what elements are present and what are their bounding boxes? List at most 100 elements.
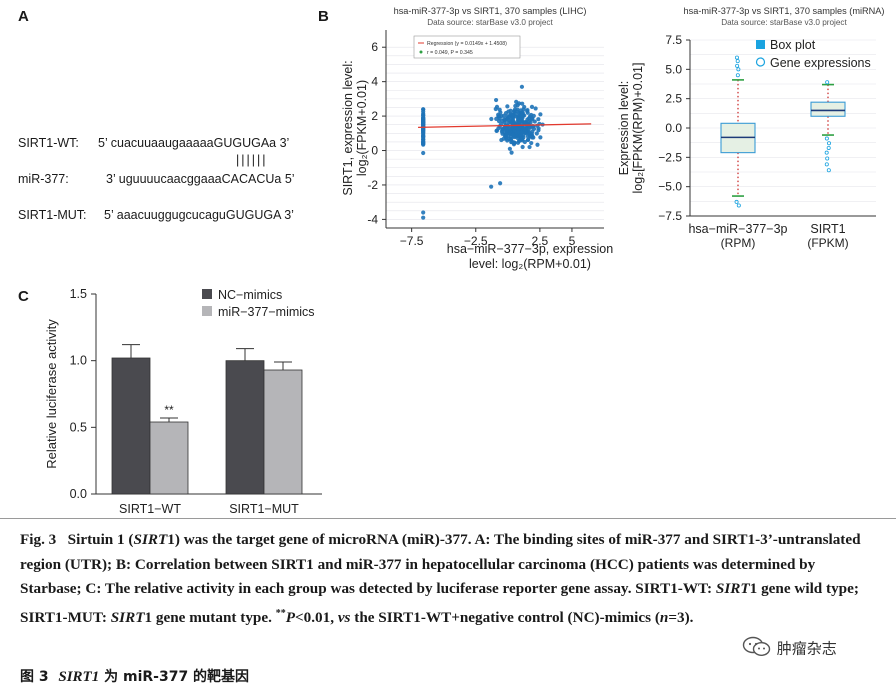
scatter-point bbox=[515, 135, 520, 141]
caption-text-5: <0.01, bbox=[294, 608, 338, 626]
scatter-subtitle: Data source: starBase v3.0 project bbox=[427, 18, 553, 27]
bar bbox=[149, 421, 189, 495]
bar-category-label: SIRT1−MUT bbox=[229, 502, 299, 516]
scatter-point bbox=[538, 135, 543, 140]
scatter-point bbox=[536, 117, 541, 122]
scatter-x-tick-label: 5 bbox=[569, 234, 576, 248]
box-category-label: SIRT1 bbox=[810, 222, 845, 236]
scatter-point bbox=[526, 137, 531, 142]
scatter-point bbox=[530, 117, 535, 122]
scatter-point bbox=[520, 144, 525, 150]
box-legend-swatch bbox=[756, 40, 765, 49]
scatter-y-tick-label: -2 bbox=[367, 178, 378, 192]
bar-category-label: SIRT1−WT bbox=[119, 502, 181, 516]
panel-letter-a: A bbox=[18, 8, 29, 25]
mir377-sequence: 3’ uguuuucaacggaaaCACACUa 5’ bbox=[106, 172, 295, 186]
caption-text-4: 1 gene mutant type. bbox=[144, 608, 276, 626]
box-category-unit: (FPKM) bbox=[807, 236, 848, 250]
scatter-y-tick-label: 0 bbox=[371, 144, 378, 158]
caption-vs: vs bbox=[337, 608, 351, 626]
scatter-point bbox=[503, 132, 508, 137]
watermark-text: 肿瘤杂志 bbox=[776, 639, 837, 658]
scatter-point bbox=[526, 116, 532, 121]
box-y-tick-label: 2.5 bbox=[665, 92, 682, 106]
bar-significance-mark: ** bbox=[164, 403, 174, 417]
caption-gene-1: SIRT bbox=[133, 531, 168, 548]
bar-y-tick-label: 0.5 bbox=[70, 420, 87, 434]
box-outlier bbox=[826, 145, 831, 150]
box-outlier bbox=[825, 156, 830, 161]
scatter-x-label: hsa−miR−377−3p, expression bbox=[447, 242, 613, 256]
chinese-figure-title: 图 3 SIRT1 为 miR-377 的靶基因 bbox=[20, 666, 249, 686]
scatter-point bbox=[522, 139, 527, 145]
scatter-point bbox=[494, 116, 499, 121]
scatter-point bbox=[489, 184, 494, 189]
box-outlier bbox=[736, 67, 741, 72]
scatter-point bbox=[509, 150, 514, 155]
sirt1-wt-sequence: 5’ cuacuuaaugaaaaaGUGUGAa 3’ bbox=[98, 136, 290, 150]
box-y-tick-label: 7.5 bbox=[665, 33, 682, 47]
bar-y-tick-label: 1.0 bbox=[70, 354, 87, 368]
scatter-point bbox=[512, 109, 517, 114]
box-outlier bbox=[824, 150, 829, 155]
scatter-y-tick-label: 6 bbox=[371, 40, 378, 54]
cn-text: 为 miR-377 的靶基因 bbox=[104, 669, 250, 685]
scatter-point bbox=[496, 126, 501, 131]
scatter-y-tick-label: 4 bbox=[371, 75, 378, 89]
bar bbox=[225, 360, 265, 495]
box-outlier bbox=[735, 59, 740, 64]
bar bbox=[111, 357, 151, 495]
box-outlier bbox=[734, 199, 739, 204]
bar-chart: 0.0 0.5 1.0 1.5 Relative luciferase activity… bbox=[44, 287, 322, 516]
box-outlier bbox=[824, 136, 829, 141]
watermark: 肿瘤杂志 bbox=[742, 636, 837, 662]
scatter-point bbox=[535, 142, 540, 147]
bar bbox=[263, 369, 303, 495]
scatter-point bbox=[533, 106, 538, 111]
cn-fig-label: 图 3 bbox=[20, 669, 49, 685]
scatter-point bbox=[503, 128, 509, 133]
scatter-legend-regression: Regression (y = 0.0149x + 1.4508) bbox=[427, 41, 507, 47]
box-y-tick-label: −5.0 bbox=[658, 180, 682, 194]
mir377-label: miR-377: bbox=[18, 172, 69, 186]
box-outlier bbox=[826, 168, 831, 173]
scatter-x-tick-label: −7.5 bbox=[400, 234, 424, 248]
box-legend-circle bbox=[755, 57, 766, 67]
scatter-point bbox=[500, 131, 505, 136]
box-rect bbox=[810, 101, 846, 117]
scatter-legend-stat: r = 0.049, P = 0.345 bbox=[427, 50, 473, 56]
scatter-point bbox=[531, 126, 537, 132]
scatter-point bbox=[421, 150, 426, 156]
panel-letter-b: B bbox=[318, 8, 329, 25]
scatter-legend-dot bbox=[419, 50, 423, 54]
scatter-point bbox=[505, 104, 510, 109]
scatter-legend-box bbox=[413, 35, 521, 59]
scatter-point bbox=[520, 101, 525, 106]
caption-text-1: Sirtuin 1 ( bbox=[67, 531, 134, 548]
scatter-point bbox=[421, 134, 426, 139]
box-legend-gene-expr: Gene expressions bbox=[770, 56, 871, 70]
scatter-point bbox=[500, 127, 505, 132]
scatter-point bbox=[507, 126, 512, 131]
scatter-point bbox=[536, 128, 541, 133]
scatter-point bbox=[493, 106, 498, 112]
scatter-point bbox=[421, 113, 426, 118]
scatter-point bbox=[522, 129, 528, 134]
scatter-y-tick-label: 2 bbox=[371, 109, 378, 123]
box-outlier bbox=[736, 203, 741, 208]
cn-gene: SIRT1 bbox=[58, 669, 100, 685]
scatter-point bbox=[421, 139, 426, 144]
box-y-label-line2: log₂[FPKM(RPM)+0.01] bbox=[631, 63, 645, 194]
box-chart: hsa-miR-377-3p vs SIRT1, 370 samples (mi… bbox=[617, 6, 885, 250]
box-subtitle: Data source: starBase v3.0 project bbox=[721, 18, 847, 27]
bar-legend-swatch bbox=[202, 306, 212, 316]
caption-gene-2: SIRT bbox=[715, 580, 750, 597]
caption-text-2: 1) was the target gene of microRNA (miR)… bbox=[20, 531, 861, 597]
scatter-point bbox=[510, 120, 515, 125]
panel-letter-c: C bbox=[18, 288, 29, 305]
scatter-point bbox=[529, 140, 534, 146]
box-outlier bbox=[826, 141, 831, 146]
sirt1-mut-label: SIRT1-MUT: bbox=[18, 208, 87, 222]
scatter-point bbox=[509, 139, 514, 145]
scatter-regression-line bbox=[418, 123, 592, 128]
